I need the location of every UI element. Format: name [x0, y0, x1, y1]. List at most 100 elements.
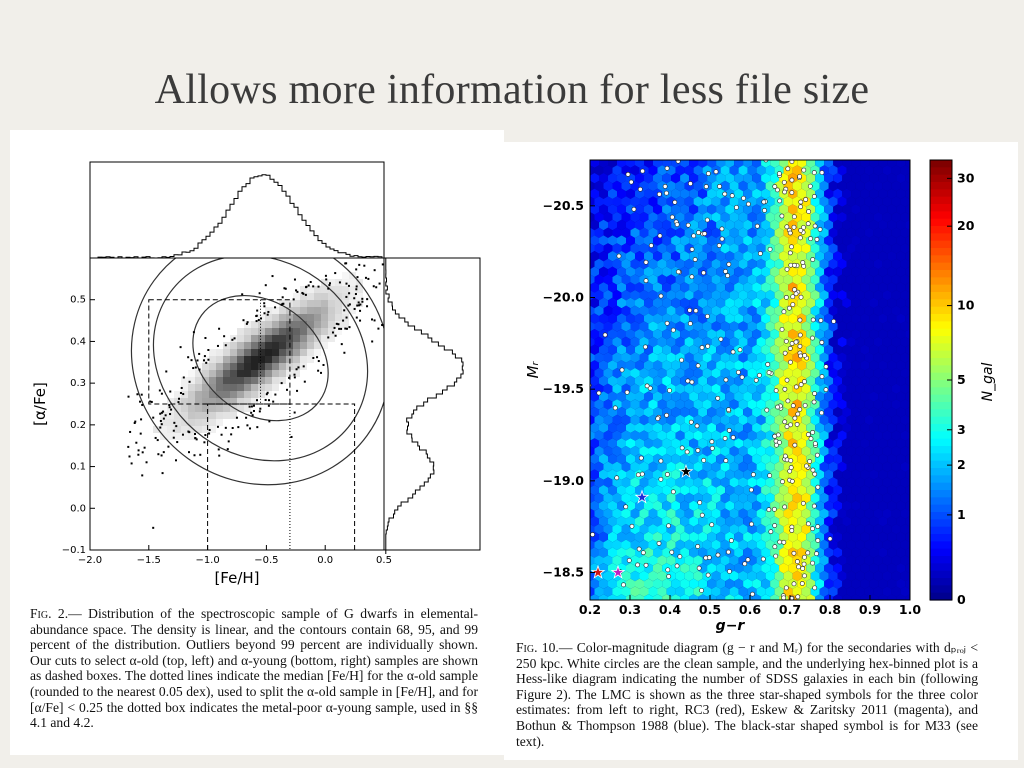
outlier-point: [159, 426, 162, 429]
hex-bin: [725, 297, 735, 309]
outlier-point: [217, 448, 220, 451]
hex-bin: [698, 407, 708, 418]
hex-bin: [603, 508, 613, 519]
clean-sample-point: [795, 559, 800, 564]
hex-bin: [896, 297, 906, 309]
hex-bin: [725, 251, 735, 262]
hex-bin: [711, 586, 721, 597]
hex-bin: [797, 453, 807, 465]
hex-bin: [869, 547, 879, 558]
hex-bin: [644, 313, 653, 324]
hex-bin: [896, 578, 906, 589]
hex-bin: [797, 266, 807, 277]
hex-bin: [653, 547, 663, 558]
hex-bin: [819, 274, 829, 285]
hex-bin: [909, 214, 910, 220]
outlier-point: [127, 395, 130, 398]
outlier-point: [266, 391, 269, 394]
clean-sample-point: [666, 573, 672, 579]
hex-bin: [864, 555, 874, 566]
hex-bin: [747, 430, 757, 441]
clean-sample-point: [787, 250, 793, 256]
hex-bin: [864, 196, 874, 207]
hex-bin: [693, 555, 703, 566]
density-pixel: [279, 370, 286, 377]
clean-sample-point: [687, 321, 693, 326]
outlier-point: [187, 356, 190, 359]
hex-bin: [738, 492, 748, 504]
density-pixel: [251, 349, 258, 356]
hex-bin: [608, 235, 617, 246]
outlier-point: [327, 336, 330, 339]
hex-bin: [680, 407, 690, 418]
hex-bin: [869, 188, 879, 199]
hex-bin: [779, 531, 789, 543]
clean-sample-point: [716, 243, 722, 248]
density-pixel: [244, 335, 251, 342]
clean-sample-point: [772, 433, 778, 439]
hex-bin: [801, 383, 811, 394]
density-pixel: [300, 321, 307, 328]
hex-bin: [801, 446, 811, 457]
hex-bin: [675, 165, 685, 176]
hex-bin: [846, 555, 856, 566]
hex-bin: [711, 258, 721, 270]
outlier-point: [224, 344, 227, 347]
hex-bin: [657, 336, 667, 348]
density-pixel: [188, 419, 195, 426]
density-pixel: [307, 314, 314, 321]
hex-bin: [770, 173, 780, 184]
hex-bin: [801, 290, 811, 301]
hex-bin: [801, 524, 811, 535]
hex-bin: [891, 258, 901, 270]
hex-bin: [648, 446, 658, 457]
hex-bin: [617, 485, 626, 496]
clean-sample-point: [619, 367, 625, 373]
colorbar-step: [930, 262, 952, 271]
hex-bin: [909, 526, 910, 532]
hex-bin: [855, 165, 865, 176]
hex-bin: [599, 160, 608, 168]
density-pixel: [321, 279, 328, 286]
outlier-point: [358, 263, 361, 266]
outlier-point: [297, 366, 300, 369]
hex-bin: [635, 266, 644, 277]
clean-sample-point: [695, 544, 701, 549]
hex-bin: [878, 251, 888, 262]
x-tick-label: −1.0: [195, 555, 219, 566]
clean-sample-point: [784, 424, 790, 429]
hex-bin: [864, 212, 874, 223]
hex-bin: [590, 204, 599, 215]
hex-bin: [887, 438, 897, 449]
density-pixel: [237, 370, 244, 377]
hex-bin: [878, 219, 888, 231]
density-pixel: [279, 335, 286, 342]
hex-bin: [869, 375, 879, 387]
hex-bin: [716, 578, 726, 589]
hex-bin: [788, 204, 798, 215]
y-tick-label: −18.5: [543, 565, 584, 580]
hex-bin: [846, 492, 856, 504]
hex-bin: [590, 219, 599, 231]
hex-bin: [667, 150, 676, 160]
hex-bin: [819, 305, 829, 316]
hex-bin: [653, 329, 663, 340]
hex-bin: [581, 501, 590, 511]
clean-sample-point: [798, 353, 803, 359]
clean-sample-point: [812, 223, 818, 229]
outlier-point: [154, 436, 157, 439]
density-pixel: [209, 398, 216, 405]
hex-bin: [644, 204, 653, 215]
outlier-point: [359, 319, 362, 322]
hex-bin: [855, 477, 865, 488]
hex-bin: [662, 219, 672, 231]
hex-bin: [738, 461, 748, 472]
hex-bin: [905, 360, 910, 371]
hex-bin: [698, 391, 708, 402]
hex-bin: [891, 414, 901, 426]
outlier-point: [356, 304, 359, 307]
hex-bin: [864, 477, 874, 488]
density-pixel: [188, 433, 195, 440]
hex-bin: [729, 414, 739, 426]
outlier-point: [220, 433, 223, 436]
